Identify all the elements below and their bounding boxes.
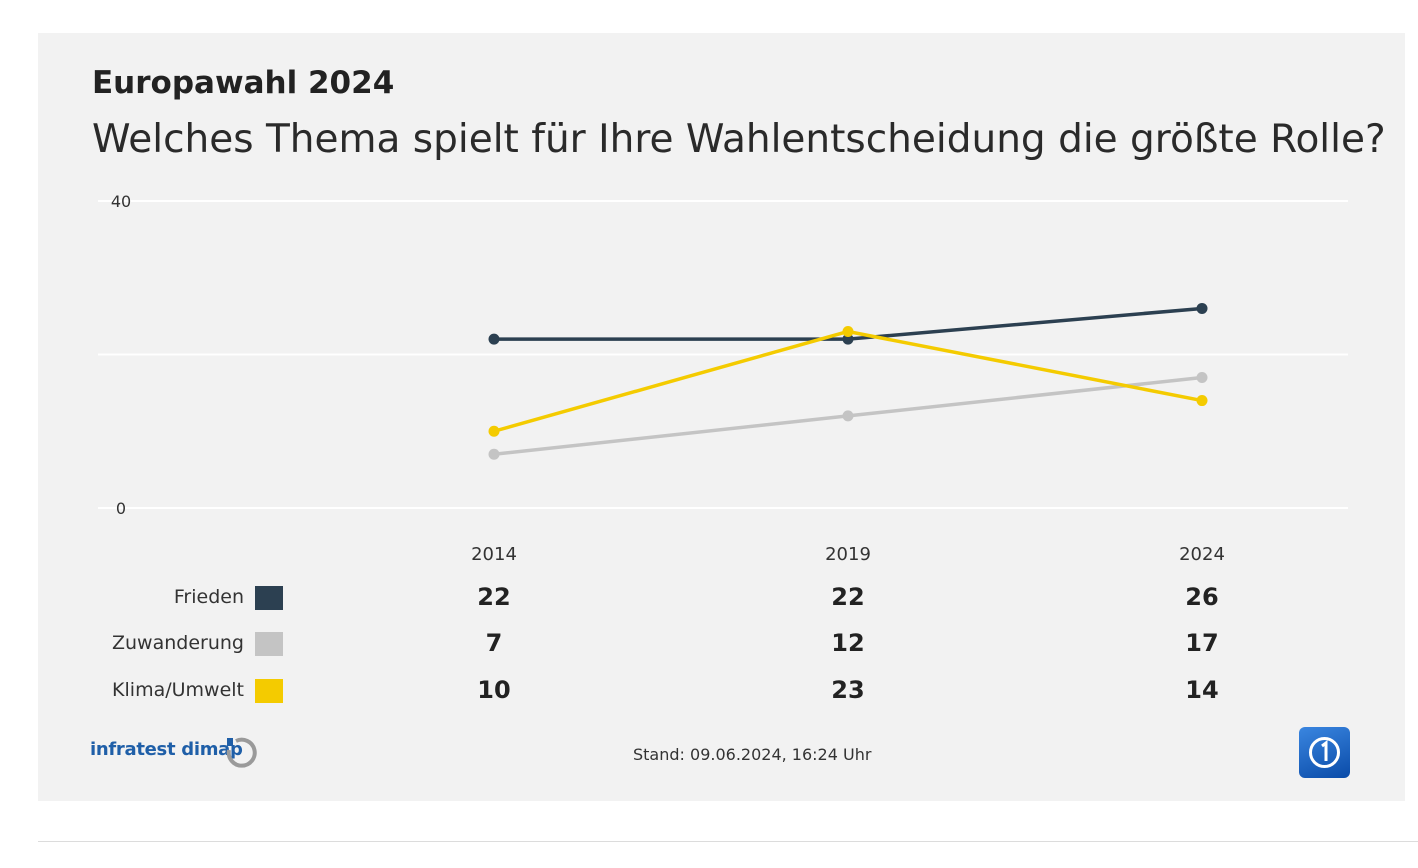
line-chart: 40 0 2014 2019 2024 xyxy=(98,192,1348,565)
infratest-ring-icon xyxy=(226,737,257,768)
data-point xyxy=(1196,302,1208,314)
data-point xyxy=(842,410,854,422)
data-point xyxy=(1196,372,1208,384)
y-tick-label: 40 xyxy=(111,192,131,211)
data-point xyxy=(488,448,500,460)
timestamp: Stand: 09.06.2024, 16:24 Uhr xyxy=(633,745,872,764)
page-divider xyxy=(38,841,1418,842)
data-point xyxy=(488,333,500,345)
data-point xyxy=(842,325,854,337)
y-tick-label: 0 xyxy=(116,499,126,518)
ard-logo xyxy=(1299,727,1350,778)
infratest-dimap-logo: infratest dimap xyxy=(90,739,243,760)
chart-title: Welches Thema spielt für Ihre Wahlentsch… xyxy=(92,117,1386,162)
x-tick-label: 2014 xyxy=(471,544,517,565)
data-point xyxy=(488,425,500,437)
x-tick-label: 2024 xyxy=(1179,544,1225,565)
ard-one-icon xyxy=(1309,737,1340,768)
data-point xyxy=(842,333,854,345)
data-point xyxy=(1196,395,1208,407)
chart-card: Europawahl 2024 Welches Thema spielt für… xyxy=(38,33,1405,801)
x-tick-label: 2019 xyxy=(825,544,871,565)
chart-subtitle: Europawahl 2024 xyxy=(92,65,395,101)
